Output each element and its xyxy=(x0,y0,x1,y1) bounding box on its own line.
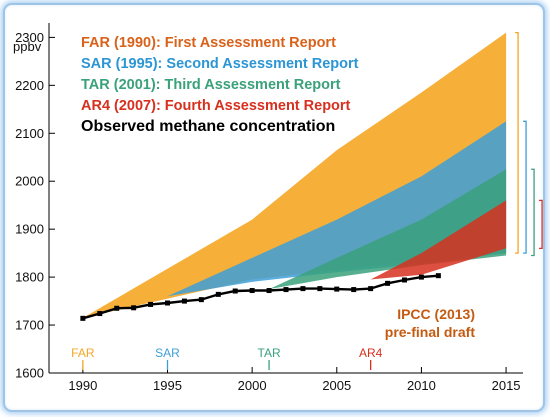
band-ar4 xyxy=(370,200,507,280)
legend-item-ar4: AR4 (2007): Fourth Assessment Report xyxy=(81,98,351,114)
report-marker-label-far: FAR xyxy=(71,346,95,360)
observed-point xyxy=(97,311,103,317)
observed-point xyxy=(131,305,137,311)
observed-point xyxy=(249,288,255,294)
legend-item-tar: TAR (2001): Third Assessment Report xyxy=(81,77,341,93)
y-axis-label: ppbv xyxy=(13,39,42,54)
report-marker-label-ar4: AR4 xyxy=(359,346,383,360)
y-tick-label: 1900 xyxy=(15,222,44,237)
observed-point xyxy=(435,273,441,279)
legend-item-far: FAR (1990): First Assessment Report xyxy=(81,35,336,51)
x-tick-label: 2015 xyxy=(492,378,521,393)
observed-point xyxy=(114,305,120,311)
observed-point xyxy=(334,286,340,292)
y-tick-label: 2000 xyxy=(15,174,44,189)
methane-projection-chart: 1600 1700 1800 1900 2000 2100 2200 2300 1990 1995… xyxy=(13,23,543,393)
y-tick-label: 1700 xyxy=(15,318,44,333)
observed-point xyxy=(148,301,154,307)
range-brackets xyxy=(515,31,543,257)
y-tick-label: 1600 xyxy=(15,366,44,381)
observed-point xyxy=(418,274,424,280)
observed-point xyxy=(351,287,357,293)
observed-point xyxy=(232,288,238,294)
projection-bands xyxy=(82,32,507,318)
chart-frame: 1600 1700 1800 1900 2000 2100 2200 2300 1990 1995… xyxy=(3,3,545,412)
annotation-line-2: pre-final draft xyxy=(385,324,476,340)
y-tick-label: 2100 xyxy=(15,126,44,141)
legend-item-sar: SAR (1995): Second Assessment Report xyxy=(81,56,359,72)
x-tick-label: 2005 xyxy=(322,378,351,393)
observed-point xyxy=(385,280,391,286)
report-markers: FAR SAR TAR AR4 xyxy=(71,346,383,370)
observed-point xyxy=(368,286,374,292)
report-marker-label-tar: TAR xyxy=(258,346,281,360)
range-bracket-ar4 xyxy=(539,199,543,249)
legend: FAR (1990): First Assessment Report SAR (… xyxy=(81,35,359,135)
range-bracket-sar xyxy=(523,120,527,254)
x-tick-label: 2000 xyxy=(238,378,267,393)
annotation-line-1: IPCC (2013) xyxy=(397,306,475,322)
observed-line xyxy=(82,274,439,320)
y-tick-label: 2300 xyxy=(15,30,44,45)
y-tick-label: 1800 xyxy=(15,270,44,285)
range-bracket-tar xyxy=(531,168,535,257)
observed-point xyxy=(266,288,272,294)
observed-point xyxy=(317,286,323,292)
range-bracket-far xyxy=(515,31,519,254)
observed-point xyxy=(181,298,187,304)
y-tick-label: 2200 xyxy=(15,78,44,93)
observed-point xyxy=(80,315,86,321)
axes: 1600 1700 1800 1900 2000 2100 2200 2300 1990 1995… xyxy=(15,23,523,393)
x-tick-label: 2010 xyxy=(407,378,436,393)
x-tick-label: 1995 xyxy=(153,378,182,393)
observed-point xyxy=(402,277,407,283)
legend-item-observed: Observed methane concentration xyxy=(81,118,335,135)
observed-point xyxy=(215,291,221,297)
observed-series xyxy=(80,273,441,321)
x-tick-label: 1990 xyxy=(68,378,97,393)
report-marker-label-sar: SAR xyxy=(155,346,180,360)
observed-point xyxy=(165,300,170,306)
observed-point xyxy=(300,286,306,292)
observed-point xyxy=(283,287,289,293)
observed-point xyxy=(198,297,204,303)
